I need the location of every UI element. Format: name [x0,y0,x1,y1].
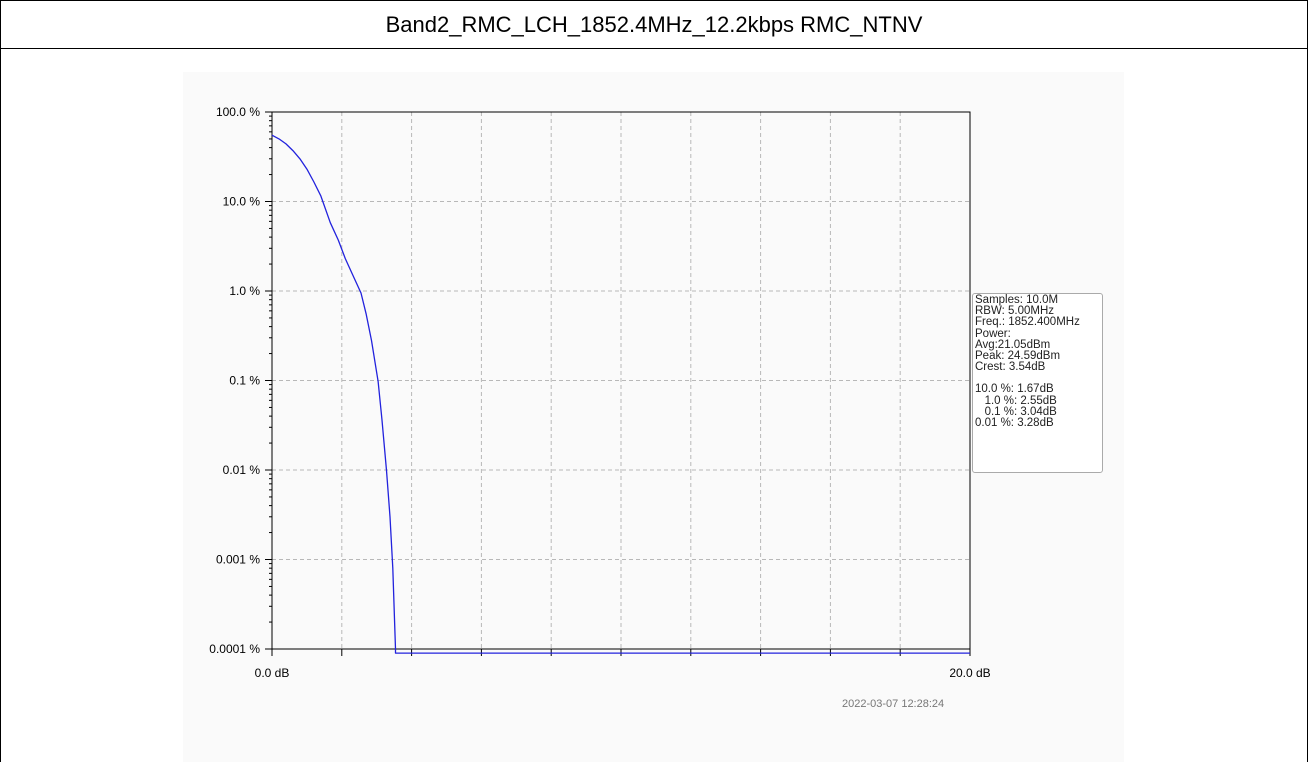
chart-title: Band2_RMC_LCH_1852.4MHz_12.2kbps RMC_NTN… [1,1,1307,49]
info-power-label: Power: [975,327,1011,340]
info-stat-0p01pct: 0.01 %: 3.28dB [975,417,1054,430]
timestamp: 2022-03-07 12:28:24 [842,698,945,710]
y-tick-label: 10.0 % [223,195,261,209]
y-tick-label: 0.1 % [229,374,260,388]
y-tick-label: 1.0 % [229,284,260,298]
info-stat-10pct: 10.0 %: 1.67dB [975,383,1054,396]
info-samples: Samples: 10.0M [975,294,1059,306]
info-rbw: RBW: 5.00MHz [975,305,1055,318]
y-tick-label: 100.0 % [216,105,260,119]
info-avg: Avg:21.05dBm [975,338,1051,351]
y-tick-label: 0.001 % [216,553,260,567]
info-peak: Peak: 24.59dBm [975,350,1061,363]
info-crest: Crest: 3.54dB [975,361,1046,374]
info-freq: Freq.: 1852.400MHz [975,316,1080,329]
measurement-info-box: Samples: 10.0M RBW: 5.00MHz Freq.: 1852.… [972,293,1103,473]
y-tick-label: 0.0001 % [209,642,260,656]
ccdf-trace [271,134,970,654]
plot-background [183,72,1124,762]
x-tick-label: 20.0 dB [949,666,990,680]
y-tick-label: 0.01 % [223,463,261,477]
info-stat-1pct: 1.0 %: 2.55dB [975,394,1057,407]
info-stat-0p1pct: 0.1 %: 3.04dB [975,405,1057,418]
x-tick-label: 0.0 dB [255,666,290,680]
